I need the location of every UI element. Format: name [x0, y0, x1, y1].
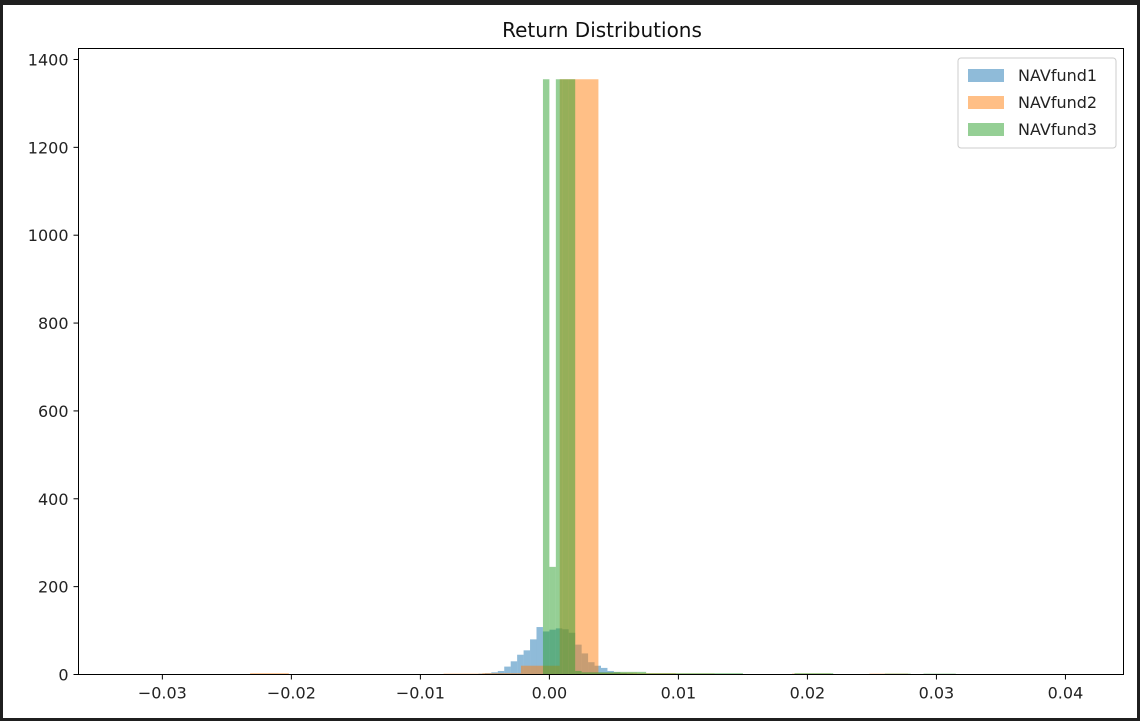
y-tick-label: 800 [38, 314, 69, 333]
x-tick-label: 0.03 [919, 684, 955, 703]
x-axis: −0.03 −0.02 −0.01 0.00 0.01 0.02 0.03 0.04 [138, 674, 1084, 703]
plot-area [78, 48, 1124, 675]
x-tick-label: 0.00 [532, 684, 568, 703]
x-tick-label: −0.02 [267, 684, 316, 703]
y-axis: 0 200 400 600 800 1000 1200 1400 [28, 50, 79, 685]
y-tick-label: 0 [58, 666, 68, 685]
bar-navfund1-8 [510, 661, 518, 675]
bar-navfund1-7 [504, 666, 511, 675]
x-tick-label: 0.02 [790, 684, 826, 703]
legend-label-navfund2: NAVfund2 [1018, 93, 1097, 112]
bar-navfund3-8 [646, 673, 679, 675]
bar-navfund1-10 [523, 650, 531, 675]
bar-navfund3-3 [562, 79, 569, 675]
bar-navfund3-6 [581, 672, 614, 675]
legend-swatch-navfund2 [968, 96, 1004, 109]
bar-navfund3-0 [542, 79, 550, 675]
bar-navfund2-2 [482, 673, 522, 675]
bar-navfund3-5 [575, 670, 582, 675]
bar-navfund3-9 [678, 673, 743, 675]
legend-label-navfund3: NAVfund3 [1018, 120, 1097, 139]
y-tick-label: 1000 [28, 226, 69, 245]
bar-navfund3-2 [555, 79, 563, 675]
x-tick-label: −0.01 [396, 684, 445, 703]
y-tick-label: 1200 [28, 138, 69, 157]
bar-navfund2-3 [521, 665, 560, 675]
y-tick-label: 200 [38, 578, 69, 597]
x-tick-label: 0.01 [661, 684, 697, 703]
legend-label-navfund1: NAVfund1 [1018, 66, 1097, 85]
x-tick-label: −0.03 [138, 684, 187, 703]
bar-navfund1-22 [601, 667, 608, 675]
legend-swatch-navfund3 [968, 123, 1004, 136]
bar-navfund1-12 [536, 627, 543, 675]
legend: NAVfund1 NAVfund2 NAVfund3 [957, 57, 1117, 149]
x-tick-label: 0.04 [1048, 684, 1084, 703]
y-tick-label: 600 [38, 402, 69, 421]
bar-navfund3-4 [568, 79, 576, 675]
legend-swatch-navfund1 [968, 69, 1004, 82]
bar-navfund1-6 [497, 670, 505, 675]
bar-navfund3-7 [613, 671, 647, 675]
bar-navfund3-1 [549, 566, 556, 675]
y-tick-label: 1400 [28, 50, 69, 69]
bar-navfund1-9 [517, 654, 524, 675]
y-tick-label: 400 [38, 490, 69, 509]
bar-navfund3-10 [794, 673, 834, 675]
plot-frame [78, 48, 1124, 675]
bar-navfund2-0 [250, 673, 289, 675]
chart-title: Return Distributions [502, 18, 702, 42]
bar-navfund1-11 [530, 639, 537, 675]
